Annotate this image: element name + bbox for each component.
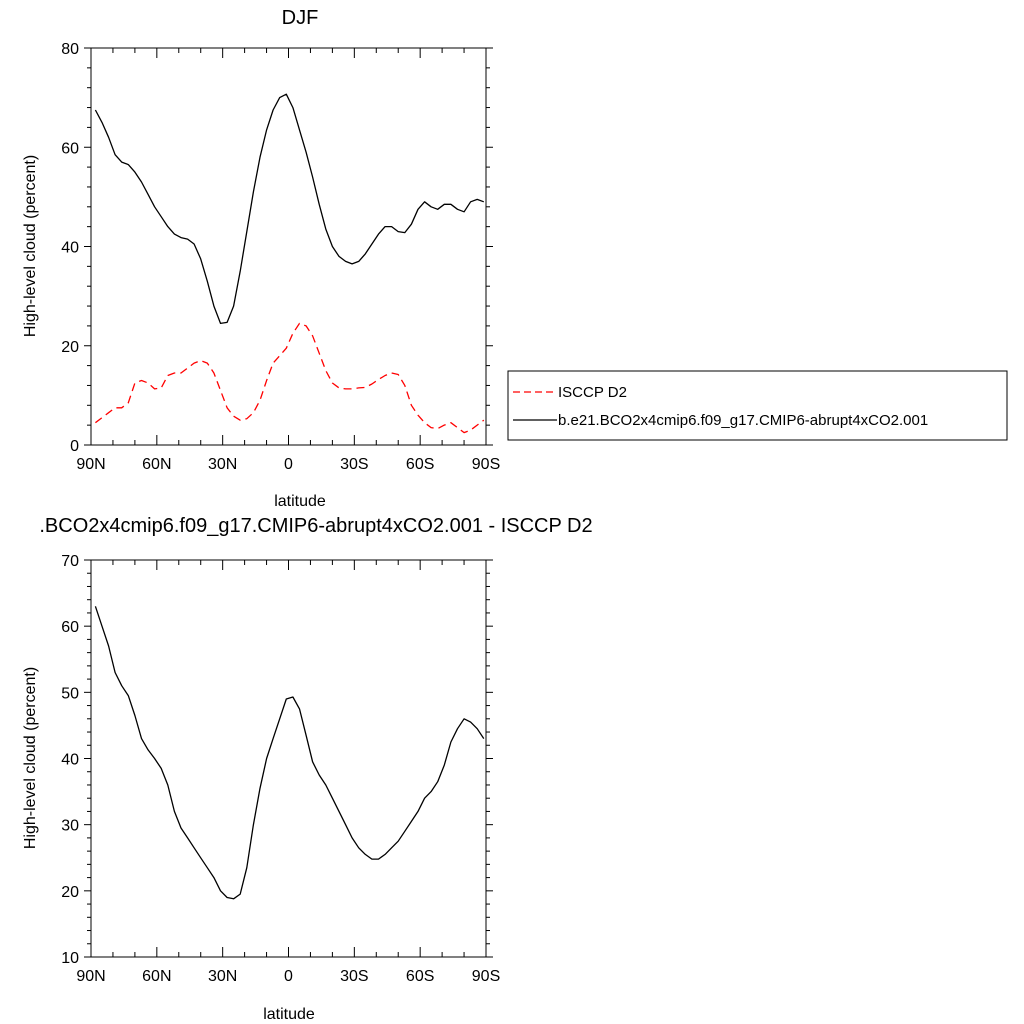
legend-label-model: b.e21.BCO2x4cmip6.f09_g17.CMIP6-abrupt4x… — [558, 412, 928, 429]
top-chart-title: DJF — [282, 7, 319, 29]
bottom-x-axis-label: latitude — [263, 1006, 315, 1023]
y-tick-label: 50 — [61, 685, 79, 702]
x-tick-label: 30S — [340, 968, 368, 985]
top-panel: DJF 90N 60N 30N 0 30S 60S 90S 0 20 40 60 80 latitud… — [22, 7, 1008, 510]
y-tick-label: 0 — [70, 438, 79, 455]
y-tick-label: 40 — [61, 240, 79, 257]
series-line-1-0 — [94, 606, 485, 900]
legend-box — [507, 370, 1008, 441]
bottom-y-axis-label: High-level cloud (percent) — [22, 667, 39, 849]
x-tick-label: 60S — [406, 456, 434, 473]
bottom-panel: .BCO2x4cmip6.f09_g17.CMIP6-abrupt4xCO2.0… — [22, 515, 593, 1023]
x-tick-label: 90N — [76, 968, 105, 985]
y-tick-label: 20 — [61, 884, 79, 901]
top-plot-area: 90N 60N 30N 0 30S 60S 90S 0 20 40 60 80 — [61, 41, 500, 473]
top-y-axis-label: High-level cloud (percent) — [22, 155, 39, 337]
y-tick-label: 60 — [61, 619, 79, 636]
series-line-0-0 — [95, 322, 485, 434]
legend-label-isccp: ISCCP D2 — [558, 384, 627, 401]
y-tick-label: 60 — [61, 140, 79, 157]
x-tick-label: 90S — [472, 456, 500, 473]
bottom-plot-area: 90N 60N 30N 0 30S 60S 90S 10 20 30 40 50 60 70 — [61, 553, 500, 985]
y-tick-label: 10 — [61, 950, 79, 967]
x-tick-label: 30S — [340, 456, 368, 473]
y-tick-label: 20 — [61, 339, 79, 356]
x-tick-label: 30N — [208, 456, 237, 473]
plot-frame — [90, 559, 487, 958]
y-tick-label: 80 — [61, 41, 79, 58]
x-tick-label: 60N — [142, 456, 171, 473]
plot-frame — [90, 47, 487, 446]
top-x-axis-label: latitude — [274, 493, 326, 510]
legend: ISCCP D2 b.e21.BCO2x4cmip6.f09_g17.CMIP6… — [507, 370, 1008, 441]
x-tick-label: 60S — [406, 968, 434, 985]
x-tick-label: 60N — [142, 968, 171, 985]
x-tick-label: 0 — [284, 456, 293, 473]
y-tick-label: 30 — [61, 818, 79, 835]
x-tick-label: 30N — [208, 968, 237, 985]
x-tick-label: 90S — [472, 968, 500, 985]
x-tick-label: 0 — [284, 968, 293, 985]
bottom-chart-title: .BCO2x4cmip6.f09_g17.CMIP6-abrupt4xCO2.0… — [39, 515, 592, 537]
x-tick-label: 90N — [76, 456, 105, 473]
series-line-0-1 — [94, 93, 485, 325]
y-tick-label: 70 — [61, 553, 79, 570]
y-tick-label: 40 — [61, 752, 79, 769]
